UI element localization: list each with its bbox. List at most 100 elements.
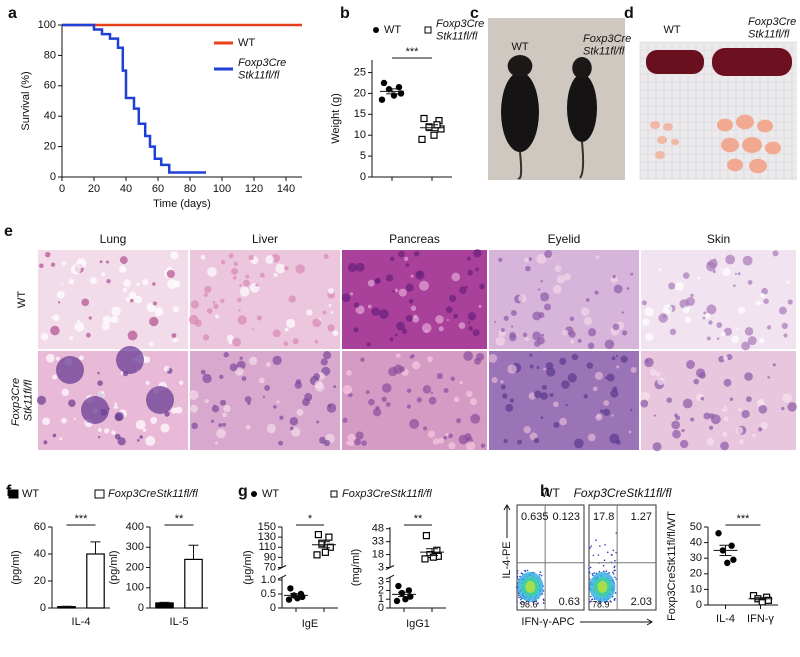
histology-texture xyxy=(479,283,485,290)
histology-texture xyxy=(737,306,746,314)
flow-event xyxy=(519,598,522,601)
histology-texture xyxy=(371,307,380,316)
histology-texture xyxy=(413,250,420,257)
histology-texture xyxy=(39,263,44,269)
y-tick-label: 60 xyxy=(44,80,56,92)
histology-texture xyxy=(602,408,611,416)
histology-texture xyxy=(448,442,456,450)
histology-texture xyxy=(342,417,348,423)
histology-texture xyxy=(381,396,387,402)
panel-letter: h xyxy=(540,483,550,500)
histology-texture xyxy=(453,396,460,403)
flow-event xyxy=(519,575,521,578)
panel-letter: e xyxy=(4,223,13,240)
histology-texture xyxy=(592,386,598,392)
histology-texture xyxy=(456,418,462,424)
lymph-node xyxy=(736,114,754,130)
photo-label: WT xyxy=(511,41,528,53)
histology-texture xyxy=(56,290,65,299)
histology-texture xyxy=(211,405,220,413)
histology-texture xyxy=(52,433,57,438)
flow-event xyxy=(591,598,593,601)
histology-texture xyxy=(745,396,752,403)
histology-texture xyxy=(747,336,757,346)
histology-texture xyxy=(219,374,224,379)
histology-texture xyxy=(621,311,624,314)
histology-image xyxy=(641,250,796,349)
histology-texture xyxy=(642,318,650,326)
histology-texture xyxy=(229,363,238,372)
histology-texture xyxy=(111,306,121,316)
flow-event xyxy=(543,602,545,604)
histology-texture xyxy=(233,261,238,266)
significance-label: ** xyxy=(414,513,423,525)
histology-texture xyxy=(709,425,714,430)
legend-swatch xyxy=(424,26,432,34)
histology-texture xyxy=(533,437,540,444)
histology-texture xyxy=(59,437,63,441)
histology-texture xyxy=(540,416,544,419)
data-point xyxy=(730,556,737,563)
histology-texture xyxy=(170,407,178,414)
y-tick-label: 1 xyxy=(378,593,384,605)
histology-texture xyxy=(467,312,477,321)
histology-texture xyxy=(594,290,599,295)
histology-texture xyxy=(595,413,603,421)
histology-texture xyxy=(459,380,464,385)
photo-label: WT xyxy=(663,24,680,36)
flow-title: WT xyxy=(541,486,560,500)
histology-texture xyxy=(641,300,647,306)
legend-label: Foxp3CreStk11fl/fl xyxy=(108,488,198,500)
histology-texture xyxy=(114,402,118,406)
histology-texture xyxy=(272,355,282,365)
flow-event xyxy=(613,599,616,601)
histology-texture xyxy=(463,351,474,361)
legend-swatch xyxy=(8,489,19,499)
histology-texture xyxy=(154,307,164,317)
histology-texture xyxy=(101,272,106,277)
histology-texture xyxy=(239,284,242,287)
histology-texture xyxy=(353,327,359,333)
histology-texture xyxy=(223,352,229,358)
histology-texture xyxy=(74,321,85,332)
flow-event xyxy=(614,559,616,562)
histology-texture xyxy=(289,417,299,426)
histology-texture xyxy=(222,412,227,418)
flow-event xyxy=(592,554,595,557)
mouse-tail xyxy=(517,151,523,180)
spleen xyxy=(712,48,792,76)
histology-texture xyxy=(128,291,137,300)
data-point xyxy=(715,530,722,537)
histology-texture xyxy=(571,353,579,361)
histology-texture xyxy=(644,307,654,317)
histology-texture xyxy=(328,288,334,295)
histology-texture xyxy=(273,405,277,409)
histology-texture xyxy=(732,284,736,288)
histology-texture xyxy=(139,435,143,439)
lymph-node xyxy=(663,123,673,131)
histology-texture xyxy=(304,393,313,402)
histology-texture xyxy=(353,302,360,308)
histology-texture xyxy=(723,416,729,422)
histology-texture xyxy=(258,377,265,384)
column-title: Pancreas xyxy=(389,232,440,246)
flow-density xyxy=(597,580,608,593)
histology-texture xyxy=(401,328,408,334)
histology-texture xyxy=(744,372,753,381)
histology-texture xyxy=(385,274,394,282)
histology-texture xyxy=(706,336,711,341)
histology-texture xyxy=(178,380,184,385)
histology-texture xyxy=(708,258,718,269)
histology-texture xyxy=(565,403,568,407)
flow-event xyxy=(595,600,597,603)
histology-texture xyxy=(517,439,522,445)
histology-texture xyxy=(595,255,600,260)
flow-event xyxy=(516,577,519,579)
histology-texture xyxy=(767,376,770,379)
histology-texture xyxy=(241,376,247,381)
y-tick-label: 15 xyxy=(354,108,366,120)
histology-texture xyxy=(378,309,389,319)
histology-texture xyxy=(731,335,739,344)
histology-texture xyxy=(552,284,562,294)
flow-event xyxy=(588,578,591,581)
